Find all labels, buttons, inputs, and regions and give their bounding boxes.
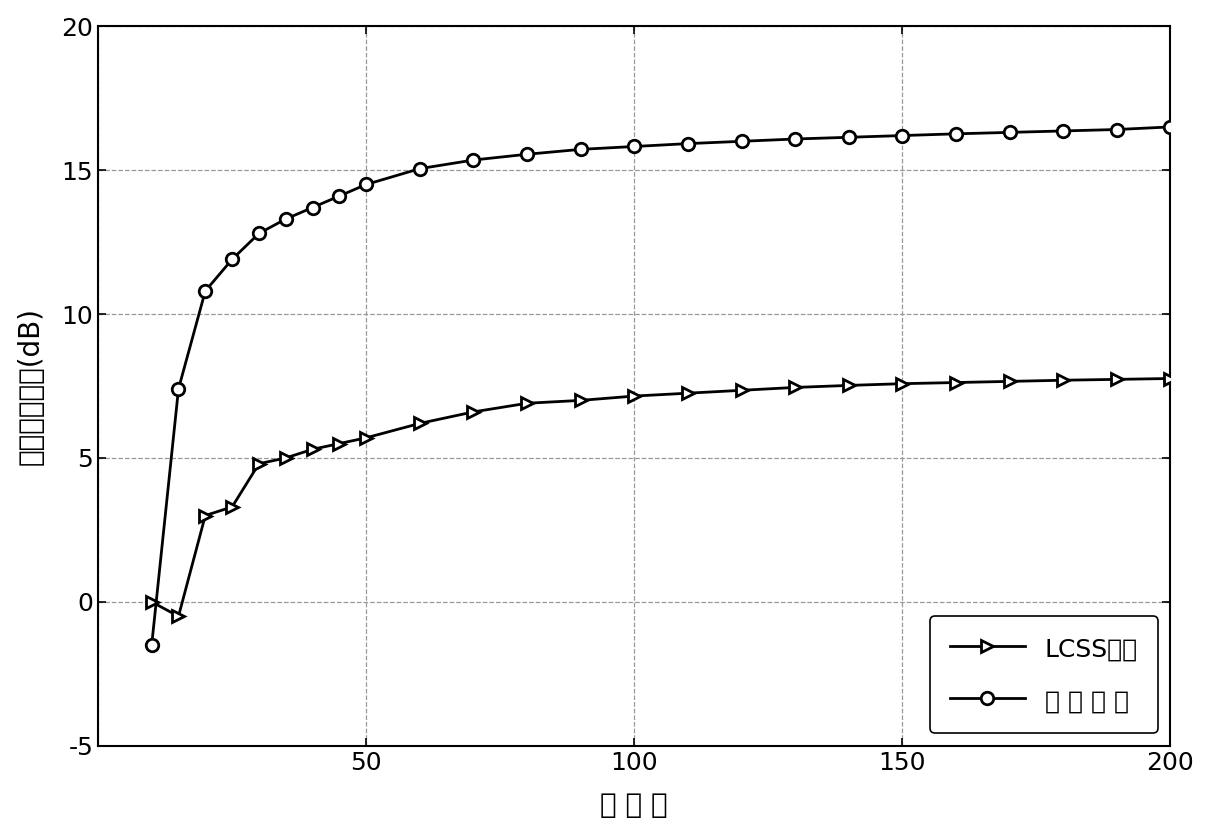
Legend: LCSS方法, 所 提 方 法: LCSS方法, 所 提 方 法 bbox=[930, 616, 1158, 733]
LCSS方法 bbox=[734, 385, 748, 395]
LCSS方法 bbox=[895, 379, 909, 389]
LCSS方法 bbox=[358, 433, 373, 443]
所 提 方 法 bbox=[279, 214, 293, 224]
Y-axis label: 输出信干噪比(dB): 输出信干噪比(dB) bbox=[17, 307, 45, 465]
LCSS方法 bbox=[332, 439, 346, 449]
LCSS方法 bbox=[948, 378, 963, 388]
LCSS方法 bbox=[199, 511, 213, 521]
所 提 方 法 bbox=[1056, 126, 1071, 136]
所 提 方 法 bbox=[171, 384, 185, 394]
所 提 方 法 bbox=[948, 129, 963, 139]
所 提 方 法 bbox=[413, 164, 427, 174]
所 提 方 法 bbox=[520, 150, 534, 160]
LCSS方法 bbox=[1109, 375, 1124, 385]
LCSS方法 bbox=[466, 407, 481, 417]
Line: LCSS方法: LCSS方法 bbox=[145, 372, 1177, 623]
LCSS方法 bbox=[171, 611, 185, 621]
LCSS方法 bbox=[842, 380, 856, 390]
LCSS方法 bbox=[788, 382, 803, 392]
LCSS方法 bbox=[144, 597, 159, 607]
LCSS方法 bbox=[573, 395, 587, 405]
所 提 方 法 bbox=[199, 286, 213, 296]
LCSS方法 bbox=[252, 459, 266, 469]
所 提 方 法 bbox=[305, 202, 320, 212]
LCSS方法 bbox=[520, 398, 534, 408]
所 提 方 法 bbox=[252, 228, 266, 238]
所 提 方 法 bbox=[466, 155, 481, 165]
所 提 方 法 bbox=[332, 191, 346, 201]
LCSS方法 bbox=[305, 444, 320, 454]
LCSS方法 bbox=[627, 391, 642, 401]
所 提 方 法 bbox=[225, 254, 240, 264]
所 提 方 法 bbox=[144, 640, 159, 650]
所 提 方 法 bbox=[1003, 127, 1017, 137]
LCSS方法 bbox=[413, 418, 427, 428]
LCSS方法 bbox=[1164, 374, 1178, 384]
LCSS方法 bbox=[225, 502, 240, 512]
Line: 所 提 方 法: 所 提 方 法 bbox=[145, 120, 1177, 651]
LCSS方法 bbox=[279, 453, 293, 463]
所 提 方 法 bbox=[627, 141, 642, 151]
所 提 方 法 bbox=[1164, 122, 1178, 132]
LCSS方法 bbox=[1003, 376, 1017, 386]
所 提 方 法 bbox=[734, 136, 748, 146]
所 提 方 法 bbox=[573, 145, 587, 155]
所 提 方 法 bbox=[1109, 125, 1124, 135]
所 提 方 法 bbox=[358, 180, 373, 190]
所 提 方 法 bbox=[788, 134, 803, 144]
LCSS方法 bbox=[681, 388, 695, 398]
X-axis label: 快 拍 数: 快 拍 数 bbox=[601, 792, 668, 819]
所 提 方 法 bbox=[895, 130, 909, 140]
所 提 方 法 bbox=[681, 139, 695, 149]
LCSS方法 bbox=[1056, 375, 1071, 385]
所 提 方 法 bbox=[842, 132, 856, 142]
